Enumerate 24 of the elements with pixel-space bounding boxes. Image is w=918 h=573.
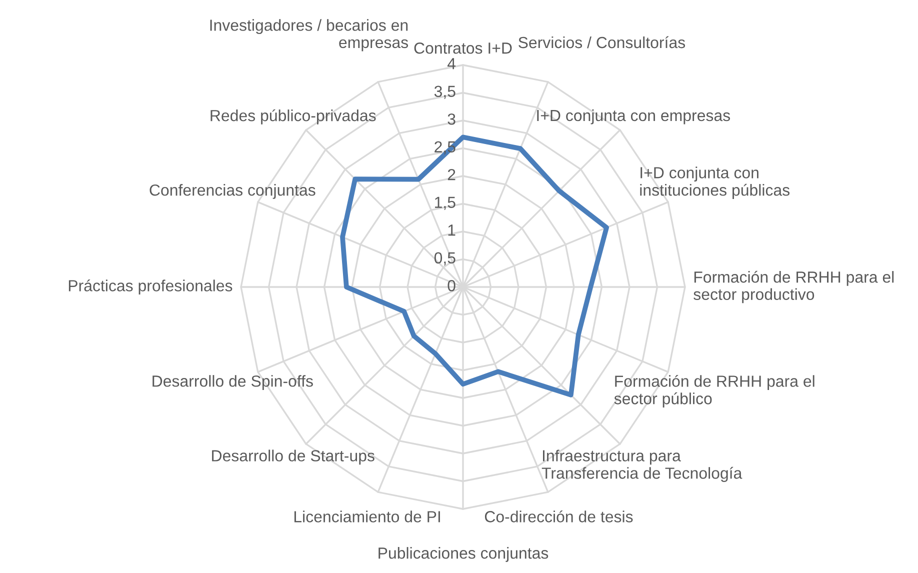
y-tick-label: 3: [448, 113, 456, 125]
spoke-label: Desarrollo de Spin-offs: [152, 375, 313, 390]
y-tick-label: 4: [447, 58, 456, 70]
spoke-label: Licenciamiento de PI: [294, 510, 440, 522]
y-tick-label: 2: [448, 168, 456, 180]
spoke-label: Desarrollo de Start-ups: [212, 450, 374, 465]
y-tick-label: 3,5: [434, 86, 456, 99]
spoke-label: Contratos I+D: [414, 42, 512, 54]
spoke-label: Prácticas profesionales: [68, 279, 232, 295]
y-tick-label: 1: [448, 224, 456, 236]
spoke-label: Redes público-privadas: [210, 109, 376, 124]
y-tick-label: 1,5: [435, 196, 456, 210]
y-tick-label: 0: [448, 280, 456, 292]
spoke-label: Publicaciones conjuntas: [378, 547, 548, 562]
spoke-label: Conferencias conjuntas: [150, 184, 316, 199]
spoke-label: I+D conjunta con empresas: [537, 109, 730, 124]
spoke-label: Formación de RRHH para el sector productivo: [694, 270, 894, 304]
spoke-label: Co-dirección de tesis: [484, 510, 633, 522]
spoke-label: Servicios / Consultorías: [518, 36, 686, 48]
y-tick-label: 0,5: [434, 252, 456, 266]
spoke-label: Formación de RRHH para el sector público: [614, 374, 814, 408]
spoke-label: Investigadores / becarios en empresas: [210, 19, 408, 52]
spoke-label: I+D conjunta con instituciones públicas: [640, 166, 790, 199]
spoke-label: Infraestructura para Transferencia de Tecnología: [542, 450, 742, 482]
